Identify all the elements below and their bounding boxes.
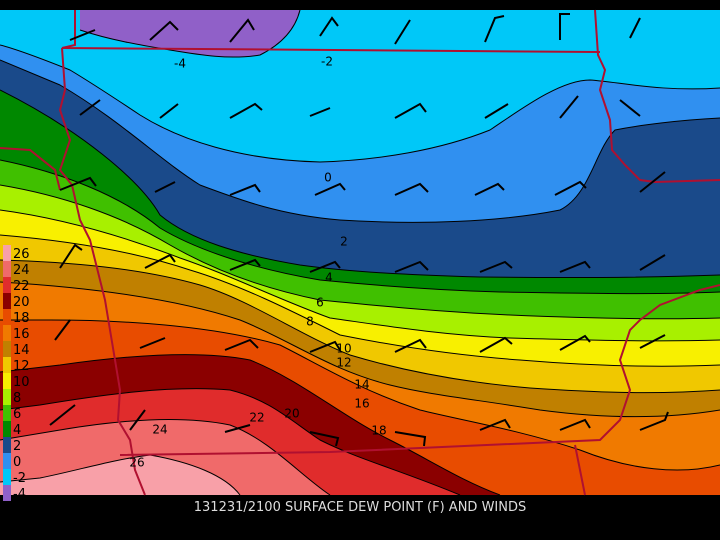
legend-swatch: [3, 293, 11, 309]
legend-swatch: [3, 357, 11, 373]
contour-label-8: 8: [306, 315, 314, 329]
legend-label: 6: [13, 407, 21, 422]
legend-label: 24: [13, 263, 30, 278]
legend-label: 4: [13, 423, 21, 438]
legend-swatch: [3, 245, 11, 261]
contour-label-22: 22: [249, 411, 264, 425]
legend-swatch: [3, 261, 11, 277]
legend-label: 18: [13, 311, 30, 326]
legend-label: -4: [13, 487, 26, 502]
legend-swatch: [3, 341, 11, 357]
contour-label-14: 14: [354, 378, 369, 392]
contour-label-20: 20: [284, 407, 299, 421]
contour-label-16: 16: [354, 397, 369, 411]
legend-swatch: [3, 309, 11, 325]
legend-label: 8: [13, 391, 21, 406]
legend-label: 0: [13, 455, 21, 470]
legend-label: 26: [13, 247, 30, 262]
wind-barbs: [49, 13, 669, 447]
legend-swatch: [3, 453, 11, 469]
legend-swatch: [3, 373, 11, 389]
map-caption: 131231/2100 SURFACE DEW POINT (F) AND WI…: [193, 500, 527, 515]
legend-label: 10: [13, 375, 30, 390]
contour-labels: -4 -2 0 2 4 6 8 10 12 14 16 18 20 22 24 …: [129, 55, 386, 470]
legend-label: 2: [13, 439, 21, 454]
contour-label-18: 18: [371, 424, 386, 438]
legend-label: 16: [13, 327, 30, 342]
contour-label-4: 4: [325, 271, 333, 285]
contour-label-12: 12: [336, 356, 351, 370]
legend-label: 22: [13, 279, 30, 294]
contour-label-neg2: -2: [321, 55, 333, 69]
contour-label-0: 0: [324, 171, 332, 185]
legend-label: 12: [13, 359, 30, 374]
legend-swatch: [3, 277, 11, 293]
legend-swatch: [3, 469, 11, 485]
legend-swatch: [3, 437, 11, 453]
legend-label: -2: [13, 471, 26, 486]
legend-swatch: [3, 405, 11, 421]
legend-label: 14: [13, 343, 30, 358]
contour-label-2: 2: [340, 235, 348, 249]
legend-label: 20: [13, 295, 30, 310]
state-borders: [0, 9, 720, 496]
contour-label-6: 6: [316, 296, 324, 310]
legend-swatch: [3, 485, 11, 501]
contour-label-neg4: -4: [174, 57, 186, 71]
legend-swatch: [3, 325, 11, 341]
contour-label-24: 24: [152, 423, 167, 437]
contour-label-10: 10: [336, 342, 351, 356]
contour-label-26: 26: [129, 456, 144, 470]
legend-swatch: [3, 421, 11, 437]
legend-swatch: [3, 389, 11, 405]
band-neg4: [80, 10, 300, 58]
